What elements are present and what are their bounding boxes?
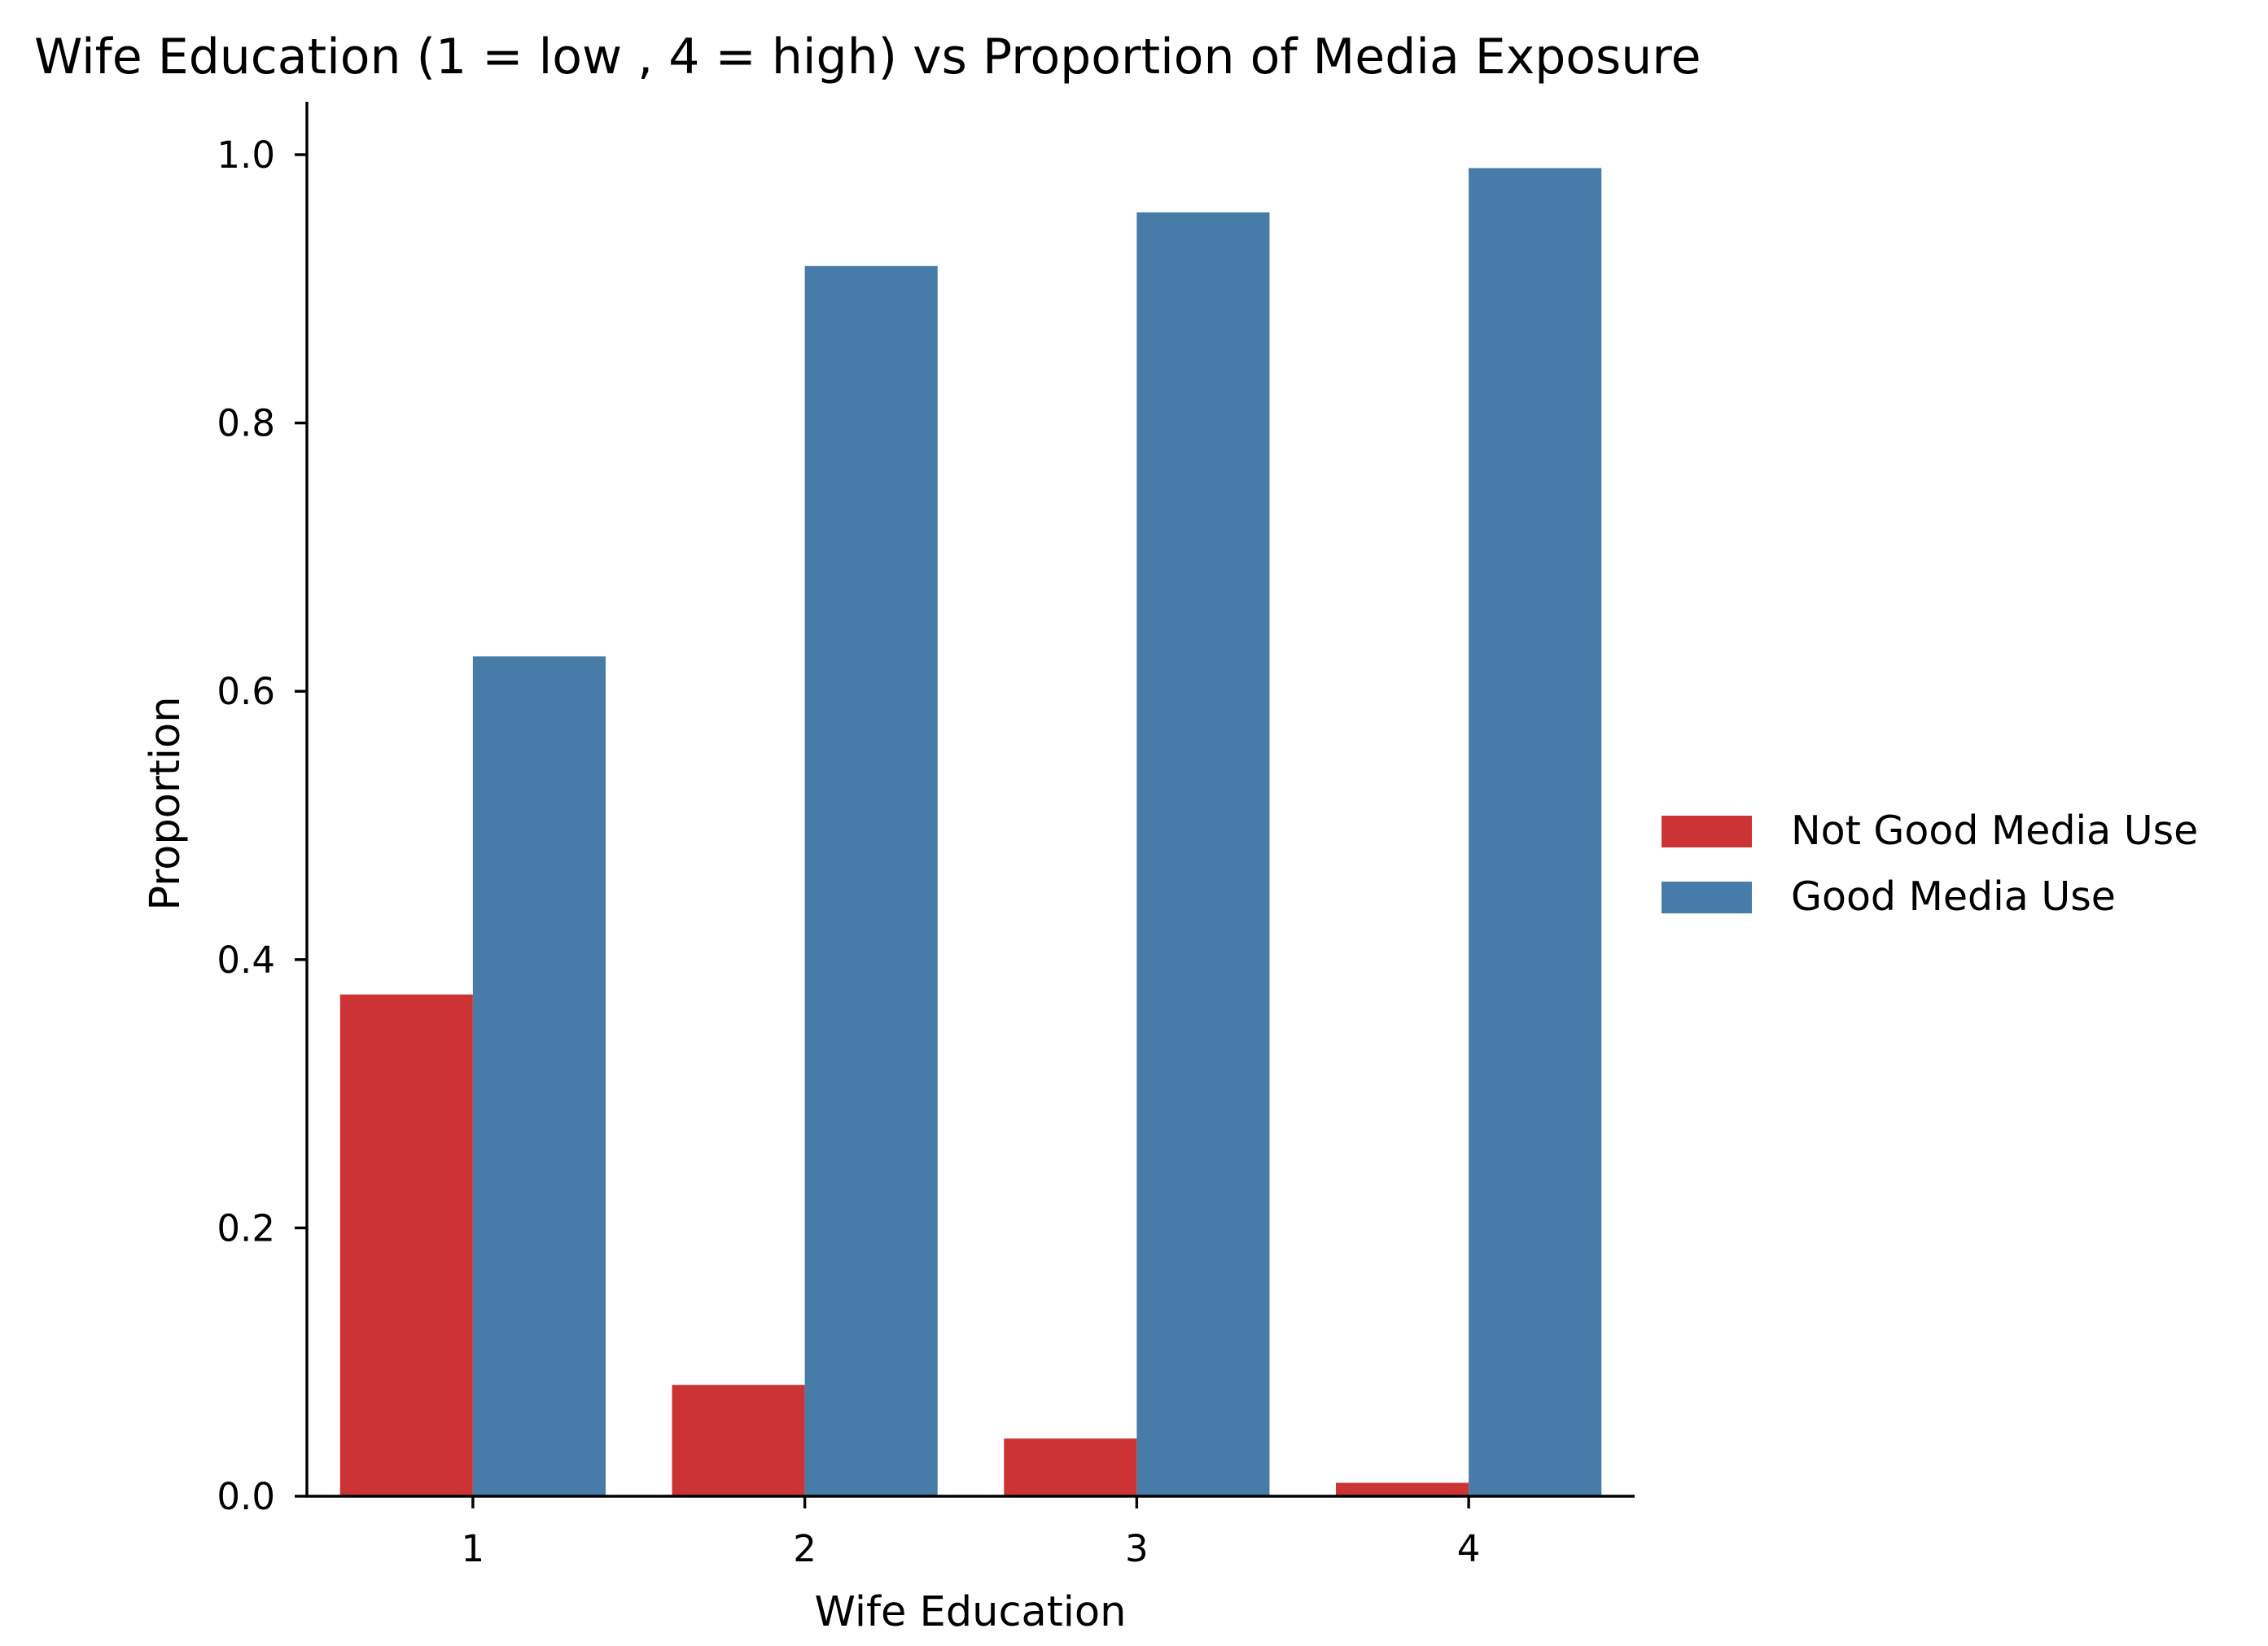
x-axis-label: Wife Education [815, 1588, 1127, 1636]
y-axis-label: Proportion [142, 696, 190, 910]
bars-group [339, 168, 1602, 1497]
x-tick-label: 1 [462, 1527, 485, 1570]
bar-not-good-1 [339, 994, 473, 1496]
x-tick-label: 2 [793, 1527, 817, 1570]
bar-not-good-4 [1336, 1482, 1469, 1496]
bar-not-good-3 [1004, 1438, 1137, 1496]
y-tick-label: 0.0 [217, 1475, 275, 1518]
bar-good-1 [472, 656, 606, 1496]
legend-swatch-good [1662, 882, 1752, 913]
y-tick-label: 0.6 [217, 670, 275, 713]
chart-title: Wife Education (1 = low , 4 = high) vs P… [34, 28, 1701, 85]
legend-label-not-good: Not Good Media Use [1791, 808, 2198, 854]
bar-good-3 [1136, 212, 1270, 1496]
legend-swatch-not-good [1662, 816, 1752, 847]
x-tick-label: 4 [1457, 1527, 1481, 1570]
bar-not-good-2 [672, 1385, 805, 1496]
bar-good-2 [804, 265, 938, 1497]
y-tick-label: 1.0 [217, 134, 275, 177]
x-tick-label: 3 [1125, 1527, 1149, 1570]
y-tick-label: 0.8 [217, 402, 275, 445]
bar-good-4 [1469, 168, 1602, 1497]
legend: Not Good Media Use Good Media Use [1662, 808, 2198, 920]
y-tick-label: 0.4 [217, 939, 275, 982]
legend-label-good: Good Media Use [1791, 873, 2116, 920]
x-ticks-group: 1 2 3 4 [462, 1496, 1481, 1570]
y-ticks-group: 0.0 0.2 0.4 0.6 0.8 1.0 [217, 134, 307, 1518]
y-tick-label: 0.2 [217, 1206, 275, 1250]
